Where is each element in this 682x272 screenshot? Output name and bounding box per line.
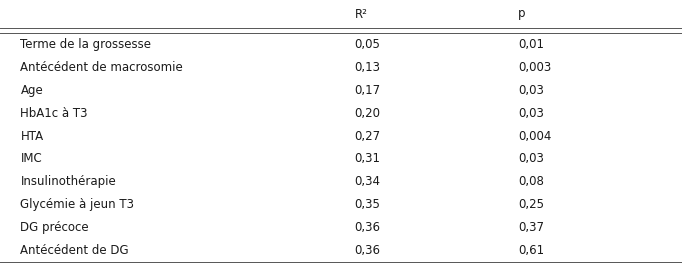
Text: Insulinothérapie: Insulinothérapie: [20, 175, 116, 188]
Text: 0,31: 0,31: [355, 152, 381, 165]
Text: IMC: IMC: [20, 152, 42, 165]
Text: Age: Age: [20, 84, 43, 97]
Text: 0,17: 0,17: [355, 84, 381, 97]
Text: 0,03: 0,03: [518, 107, 544, 120]
Text: HTA: HTA: [20, 129, 44, 143]
Text: 0,25: 0,25: [518, 198, 544, 211]
Text: Antécédent de macrosomie: Antécédent de macrosomie: [20, 61, 183, 74]
Text: 0,37: 0,37: [518, 221, 544, 234]
Text: 0,27: 0,27: [355, 129, 381, 143]
Text: 0,003: 0,003: [518, 61, 552, 74]
Text: DG précoce: DG précoce: [20, 221, 89, 234]
Text: 0,03: 0,03: [518, 152, 544, 165]
Text: R²: R²: [355, 8, 368, 20]
Text: Antécédent de DG: Antécédent de DG: [20, 244, 129, 257]
Text: 0,20: 0,20: [355, 107, 381, 120]
Text: p: p: [518, 8, 526, 20]
Text: Glycémie à jeun T3: Glycémie à jeun T3: [20, 198, 134, 211]
Text: Terme de la grossesse: Terme de la grossesse: [20, 38, 151, 51]
Text: 0,36: 0,36: [355, 244, 381, 257]
Text: 0,08: 0,08: [518, 175, 544, 188]
Text: 0,36: 0,36: [355, 221, 381, 234]
Text: 0,34: 0,34: [355, 175, 381, 188]
Text: HbA1c à T3: HbA1c à T3: [20, 107, 88, 120]
Text: 0,35: 0,35: [355, 198, 381, 211]
Text: 0,61: 0,61: [518, 244, 544, 257]
Text: 0,01: 0,01: [518, 38, 544, 51]
Text: 0,03: 0,03: [518, 84, 544, 97]
Text: 0,004: 0,004: [518, 129, 552, 143]
Text: 0,13: 0,13: [355, 61, 381, 74]
Text: 0,05: 0,05: [355, 38, 381, 51]
